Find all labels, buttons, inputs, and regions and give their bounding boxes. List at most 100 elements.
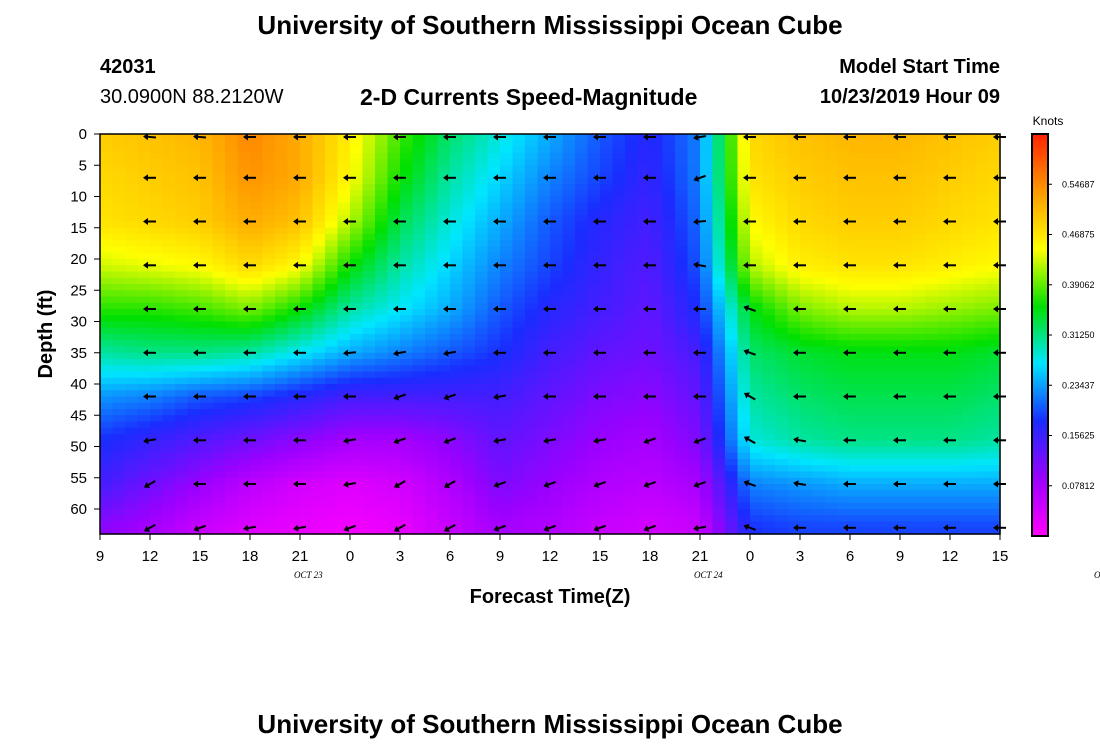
heatmap-cell bbox=[925, 521, 939, 529]
heatmap-cell bbox=[775, 359, 789, 366]
heatmap-cell bbox=[362, 340, 376, 348]
heatmap-cell bbox=[125, 227, 139, 235]
heatmap-cell bbox=[100, 365, 114, 373]
heatmap-cell bbox=[200, 159, 214, 166]
heatmap-cell bbox=[625, 177, 639, 185]
heatmap-cell bbox=[237, 440, 251, 448]
heatmap-cell bbox=[275, 315, 289, 323]
heatmap-cell bbox=[500, 371, 514, 379]
heatmap-cell bbox=[812, 371, 826, 379]
heatmap-cell bbox=[700, 165, 714, 173]
heatmap-cell bbox=[312, 352, 326, 360]
heatmap-cell bbox=[387, 409, 401, 416]
heatmap-cell bbox=[212, 390, 226, 398]
heatmap-cell bbox=[637, 159, 651, 166]
heatmap-cell bbox=[625, 271, 639, 279]
heatmap-cell bbox=[812, 446, 826, 454]
heatmap-cell bbox=[612, 252, 626, 260]
heatmap-cell bbox=[150, 377, 164, 385]
heatmap-cell bbox=[912, 515, 926, 523]
heatmap-cell bbox=[725, 271, 739, 279]
heatmap-cell bbox=[587, 152, 601, 160]
heatmap-cell bbox=[587, 352, 601, 360]
heatmap-cell bbox=[637, 265, 651, 273]
heatmap-cell bbox=[700, 277, 714, 285]
heatmap-cell bbox=[300, 365, 314, 373]
heatmap-cell bbox=[100, 202, 114, 210]
heatmap-cell bbox=[875, 402, 889, 410]
heatmap-cell bbox=[625, 496, 639, 504]
heatmap-cell bbox=[900, 227, 914, 235]
heatmap-cell bbox=[412, 334, 426, 341]
heatmap-cell bbox=[562, 509, 576, 516]
heatmap-cell bbox=[312, 371, 326, 379]
heatmap-cell bbox=[625, 415, 639, 423]
heatmap-cell bbox=[887, 334, 901, 341]
heatmap-cell bbox=[712, 234, 726, 241]
heatmap-cell bbox=[762, 252, 776, 260]
current-arrow bbox=[543, 218, 556, 225]
heatmap-cell bbox=[737, 365, 751, 373]
heatmap-cell bbox=[700, 271, 714, 279]
heatmap-cell bbox=[625, 146, 639, 154]
heatmap-cell bbox=[687, 352, 701, 360]
heatmap-cell bbox=[812, 246, 826, 254]
heatmap-cell bbox=[325, 415, 339, 423]
heatmap-cell bbox=[125, 359, 139, 366]
heatmap-cell bbox=[875, 471, 889, 479]
heatmap-cell bbox=[900, 252, 914, 260]
heatmap-cell bbox=[737, 327, 751, 335]
current-arrow bbox=[793, 524, 806, 532]
heatmap-cell bbox=[525, 465, 539, 473]
heatmap-cell bbox=[325, 240, 339, 248]
heatmap-cell bbox=[175, 184, 189, 191]
heatmap-cell bbox=[675, 334, 689, 341]
heatmap-cell bbox=[987, 390, 1001, 398]
heatmap-cell bbox=[537, 384, 551, 391]
heatmap-cell bbox=[950, 434, 964, 441]
heatmap-cell bbox=[950, 259, 964, 266]
heatmap-cell bbox=[662, 521, 676, 529]
heatmap-cell bbox=[612, 346, 626, 354]
heatmap-cell bbox=[600, 421, 614, 429]
current-arrow bbox=[143, 523, 156, 532]
heatmap-cell bbox=[862, 490, 876, 498]
heatmap-cell bbox=[875, 509, 889, 516]
heatmap-cell bbox=[987, 396, 1001, 404]
heatmap-cell bbox=[587, 484, 601, 491]
heatmap-cell bbox=[837, 421, 851, 429]
heatmap-cell bbox=[600, 446, 614, 454]
heatmap-cell bbox=[987, 434, 1001, 441]
heatmap-cell bbox=[525, 346, 539, 354]
heatmap-cell bbox=[750, 415, 764, 423]
heatmap-cell bbox=[862, 396, 876, 404]
heatmap-cell bbox=[187, 396, 201, 404]
heatmap-cell bbox=[725, 352, 739, 360]
heatmap-cell bbox=[512, 427, 526, 435]
heatmap-cell bbox=[337, 177, 351, 185]
heatmap-cell bbox=[250, 290, 264, 298]
heatmap-cell bbox=[625, 434, 639, 441]
heatmap-cell bbox=[962, 234, 976, 241]
heatmap-cell bbox=[275, 402, 289, 410]
heatmap-cell bbox=[962, 177, 976, 185]
heatmap-cell bbox=[162, 402, 176, 410]
heatmap-cell bbox=[887, 434, 901, 441]
heatmap-cell bbox=[112, 159, 126, 166]
heatmap-cell bbox=[300, 377, 314, 385]
heatmap-cell bbox=[337, 234, 351, 241]
heatmap-cell bbox=[100, 196, 114, 204]
heatmap-cell bbox=[325, 421, 339, 429]
heatmap-cell bbox=[750, 490, 764, 498]
heatmap-cell bbox=[675, 215, 689, 223]
heatmap-cell bbox=[650, 359, 664, 366]
heatmap-cell bbox=[550, 240, 564, 248]
heatmap-cell bbox=[187, 259, 201, 266]
colorbar-tick-label: 0.54687 bbox=[1062, 179, 1095, 189]
heatmap-cell bbox=[900, 296, 914, 304]
heatmap-cell bbox=[587, 371, 601, 379]
heatmap-cell bbox=[550, 521, 564, 529]
heatmap-cell bbox=[987, 377, 1001, 385]
heatmap-cell bbox=[262, 184, 276, 191]
heatmap-cell bbox=[887, 477, 901, 485]
